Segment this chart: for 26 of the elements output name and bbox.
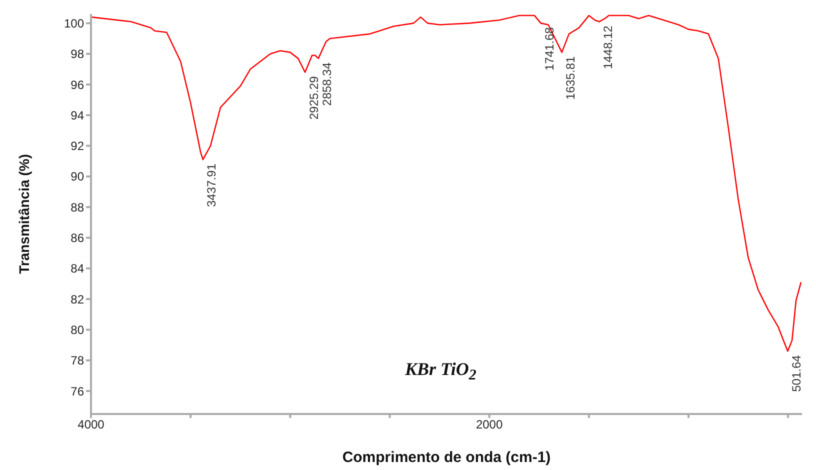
y-tick-label: 88	[70, 200, 84, 214]
y-tick-label: 82	[70, 292, 84, 306]
x-axis-title: Comprimento de onda (cm-1)	[342, 449, 551, 466]
annotation: 501.64	[790, 354, 804, 392]
annotation: 1635.81	[564, 56, 578, 100]
y-tick-label: 100	[64, 16, 84, 30]
y-tick-label: 76	[70, 384, 84, 398]
y-tick-label: 94	[70, 108, 84, 122]
y-tick-label: 84	[70, 262, 84, 276]
x-tick-label: 4000	[78, 418, 105, 432]
annotation: 1741.68	[542, 26, 557, 71]
x-tick-label: 2000	[476, 418, 503, 432]
annotation: 1448.12	[601, 25, 616, 70]
annotation: 2925.29	[306, 76, 321, 120]
y-tick-label: 78	[70, 354, 84, 368]
y-axis-title: Transmitância (%)	[16, 154, 32, 274]
y-tick-label: 86	[70, 231, 84, 246]
annotation: KBr TiO$_{2}$	[395, 355, 486, 389]
y-tick-label: 80	[70, 322, 84, 337]
annotation: 3437.91	[204, 163, 219, 207]
y-tick-label: 92	[70, 139, 84, 154]
annotation: 2858.34	[320, 62, 334, 106]
y-tick-label: 90	[70, 170, 84, 184]
y-tick-label: 98	[70, 47, 84, 62]
line-series	[91, 14, 802, 352]
y-tick-label: 96	[70, 78, 84, 92]
